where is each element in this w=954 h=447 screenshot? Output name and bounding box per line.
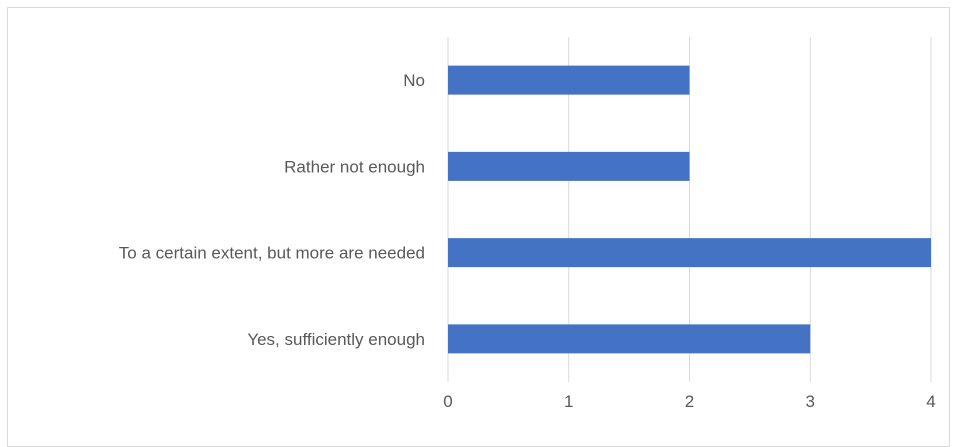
category-label-0: No (403, 71, 425, 90)
x-axis-tick-labels: 0 1 2 3 4 (443, 392, 935, 411)
bar-chart: No Rather not enough To a certain extent, … (119, 37, 936, 411)
x-tick-label-3: 3 (806, 392, 815, 411)
bars (448, 65, 931, 354)
x-tick-label-0: 0 (443, 392, 452, 411)
x-tick-label-2: 2 (685, 392, 694, 411)
bar-2 (448, 238, 931, 268)
category-labels: No Rather not enough To a certain extent, … (119, 71, 425, 349)
category-label-2: To a certain extent, but more are needed (119, 244, 425, 263)
category-label-3: Yes, sufficiently enough (247, 330, 425, 349)
bar-1 (448, 151, 690, 181)
x-tick-label-4: 4 (926, 392, 935, 411)
bar-3 (448, 324, 811, 354)
bar-0 (448, 65, 690, 95)
category-label-1: Rather not enough (284, 157, 425, 176)
x-tick-label-1: 1 (564, 392, 573, 411)
